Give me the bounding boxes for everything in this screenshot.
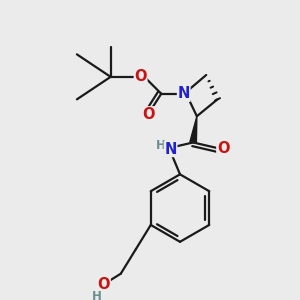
Polygon shape <box>190 116 197 143</box>
Text: H: H <box>156 139 166 152</box>
Text: H: H <box>92 290 101 300</box>
Text: O: O <box>98 278 110 292</box>
Text: N: N <box>178 86 190 101</box>
Text: O: O <box>217 141 230 156</box>
Text: O: O <box>134 69 147 84</box>
Text: O: O <box>142 107 155 122</box>
Text: N: N <box>164 142 177 157</box>
